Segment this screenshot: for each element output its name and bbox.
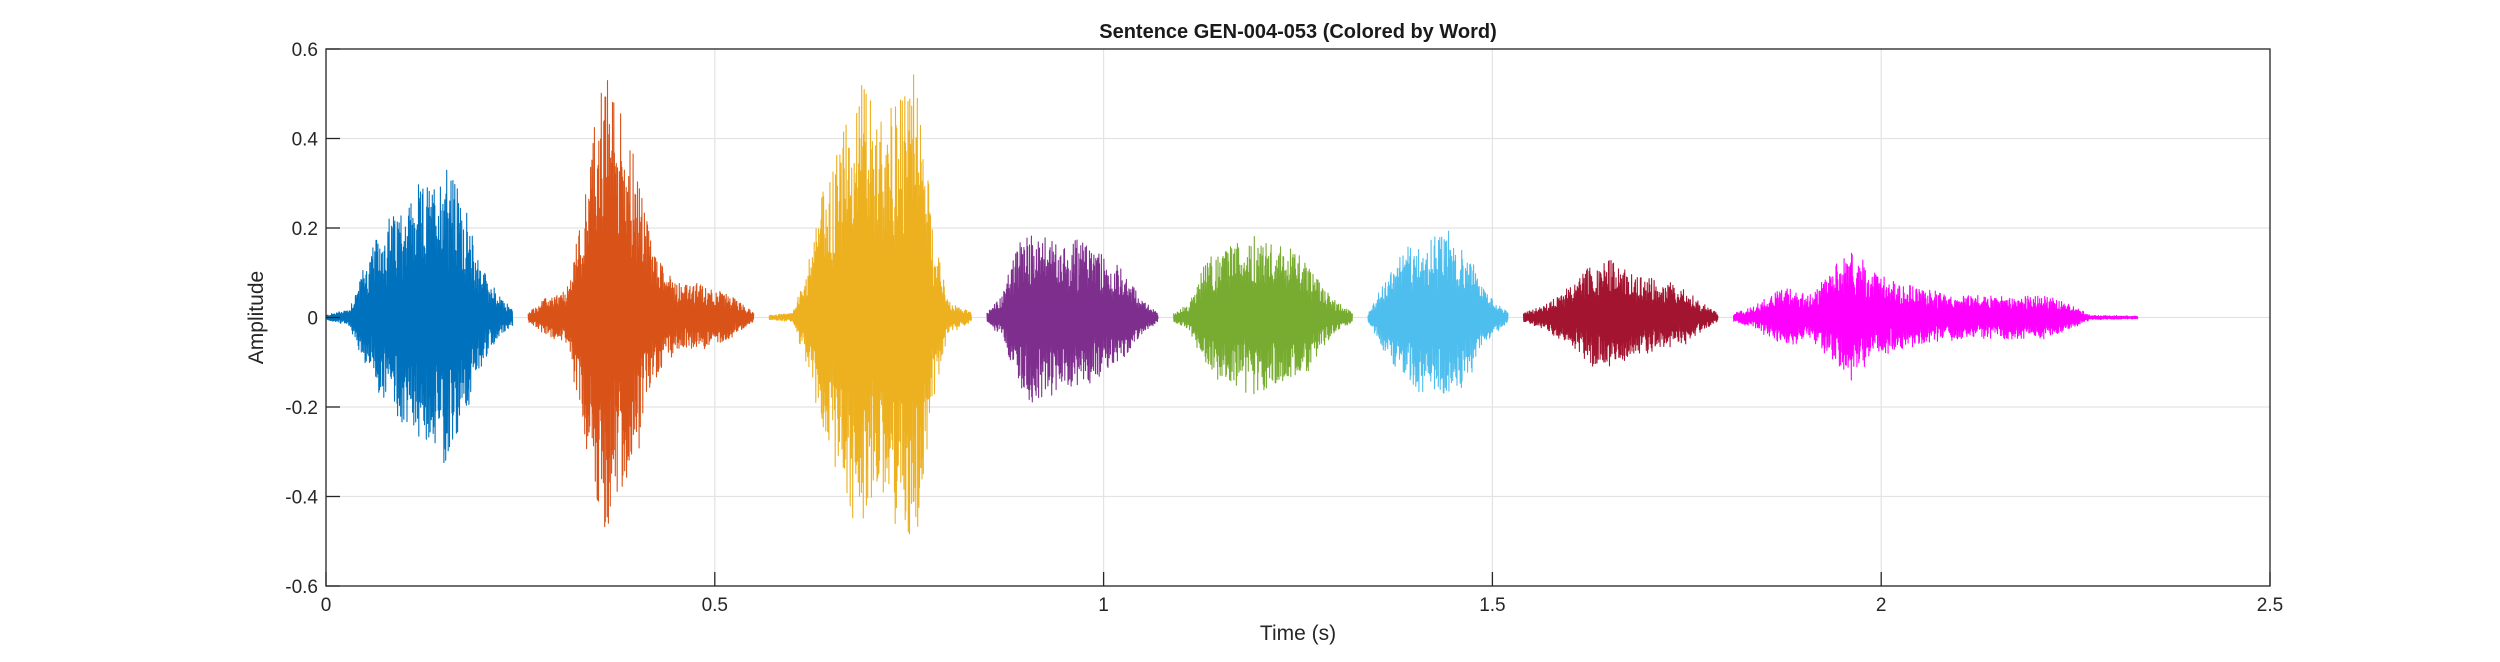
waveform-word-7	[1522, 259, 1719, 367]
x-tick-label: 1.5	[1479, 595, 1505, 616]
waveform-series	[325, 74, 2139, 535]
y-tick-label: -0.4	[285, 488, 318, 509]
x-tick-label: 0.5	[702, 595, 728, 616]
y-tick-label: 0.6	[292, 40, 318, 61]
x-tick-label: 1	[1098, 595, 1109, 616]
y-axis-label: Amplitude	[245, 271, 268, 364]
x-tick-label: 2	[1876, 595, 1887, 616]
y-tick-label: 0.4	[292, 130, 319, 151]
y-tick-label: -0.6	[285, 577, 318, 598]
y-tick-label: 0.2	[292, 219, 318, 240]
x-tick-label: 2.5	[2257, 595, 2283, 616]
waveform-word-5	[1173, 236, 1353, 395]
x-axis-label: Time (s)	[1260, 622, 1336, 645]
waveform-word-2	[527, 80, 755, 528]
waveform-word-1	[325, 169, 514, 464]
waveform-word-6	[1367, 230, 1509, 394]
waveform-word-3	[768, 74, 972, 535]
waveform-word-8	[1732, 252, 2139, 381]
chart-title: Sentence GEN-004-053 (Colored by Word)	[1099, 21, 1497, 43]
waveform-word-4	[986, 235, 1159, 403]
x-tick-label: 0	[321, 595, 332, 616]
y-tick-label: -0.2	[285, 398, 318, 419]
axis-ticks: 0 0.5 1 1.5 2 2.5 -0.6 -0.4 -0.2 0 0.2 0.4 0.6	[285, 40, 2283, 616]
y-tick-label: 0	[307, 309, 318, 330]
